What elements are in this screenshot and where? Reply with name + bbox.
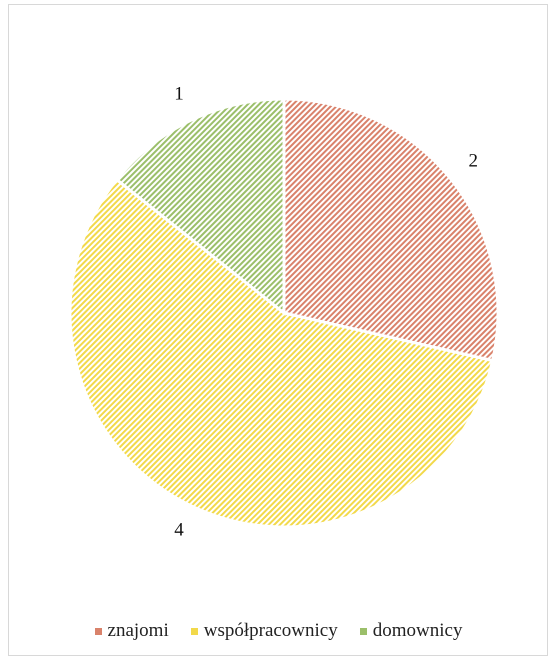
chart-frame bbox=[8, 4, 548, 656]
legend-item-domownicy: domownicy bbox=[359, 620, 463, 642]
data-label-znajomi: 2 bbox=[468, 150, 478, 171]
pie-slice-znajomi bbox=[282, 97, 500, 363]
legend-item-wspolpracownicy: współpracownicy bbox=[190, 620, 338, 642]
legend-label-domownicy: domownicy bbox=[372, 620, 463, 641]
pie-slice-domownicy bbox=[114, 97, 286, 317]
legend-swatch-wspolpracownicy bbox=[190, 627, 198, 635]
pie-slice-wspolpracownicy bbox=[68, 177, 495, 529]
pie-slices bbox=[68, 97, 500, 529]
legend-item-znajomi: znajomi bbox=[94, 620, 169, 642]
pie-data-labels: 2 4 1 bbox=[174, 83, 478, 540]
legend-swatch-domownicy bbox=[359, 627, 367, 635]
legend-swatch-znajomi bbox=[94, 627, 102, 635]
pie-chart: 2 4 1 bbox=[68, 83, 500, 540]
legend-label-wspolpracownicy: współpracownicy bbox=[203, 620, 338, 641]
legend: znajomi współpracownicy domownicy bbox=[0, 620, 557, 642]
data-label-wspolpracownicy: 4 bbox=[174, 519, 184, 540]
data-label-domownicy: 1 bbox=[174, 83, 184, 104]
legend-label-znajomi: znajomi bbox=[107, 620, 169, 641]
